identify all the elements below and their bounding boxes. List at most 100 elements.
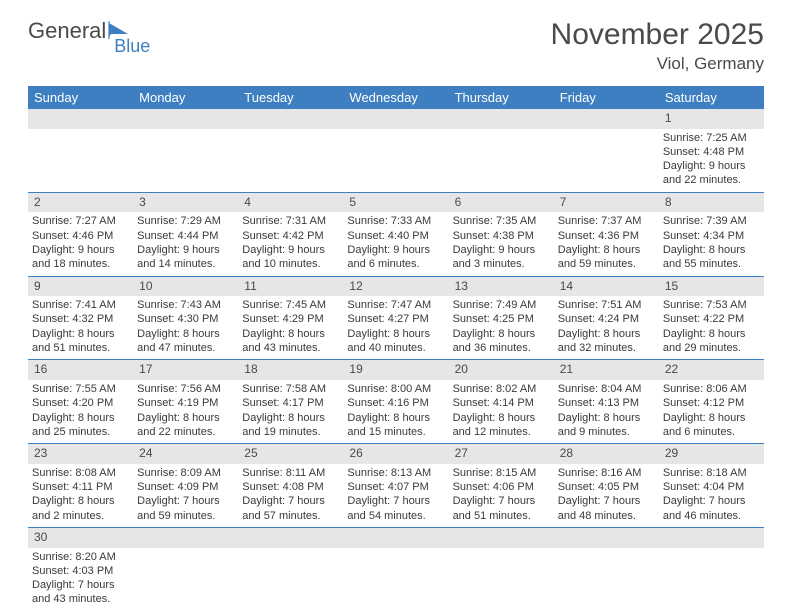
sunset-text: Sunset: 4:40 PM (347, 229, 444, 243)
sunrise-text: Sunrise: 8:09 AM (137, 466, 234, 480)
daylight-text-1: Daylight: 8 hours (558, 327, 655, 341)
day-cell: Sunrise: 7:29 AMSunset: 4:44 PMDaylight:… (133, 212, 238, 276)
daynum-row: 23242526272829 (28, 444, 764, 464)
day-number: 29 (659, 444, 764, 464)
sunset-text: Sunset: 4:44 PM (137, 229, 234, 243)
sunrise-text: Sunrise: 7:53 AM (663, 298, 760, 312)
sunset-text: Sunset: 4:08 PM (242, 480, 339, 494)
daylight-text-1: Daylight: 8 hours (453, 327, 550, 341)
sunrise-text: Sunrise: 8:02 AM (453, 382, 550, 396)
logo: General Blue (28, 18, 150, 57)
daylight-text-2: and 10 minutes. (242, 257, 339, 271)
sunrise-text: Sunrise: 7:41 AM (32, 298, 129, 312)
sunset-text: Sunset: 4:11 PM (32, 480, 129, 494)
day-number: 12 (343, 276, 448, 296)
day-number: 16 (28, 360, 133, 380)
daylight-text-2: and 2 minutes. (32, 509, 129, 523)
day-cell (238, 548, 343, 611)
day-cell: Sunrise: 8:15 AMSunset: 4:06 PMDaylight:… (449, 464, 554, 528)
day-cell: Sunrise: 8:18 AMSunset: 4:04 PMDaylight:… (659, 464, 764, 528)
sunrise-text: Sunrise: 7:51 AM (558, 298, 655, 312)
day-number (238, 109, 343, 129)
day-cell (659, 548, 764, 611)
daylight-text-1: Daylight: 8 hours (32, 411, 129, 425)
sunrise-text: Sunrise: 8:20 AM (32, 550, 129, 564)
day-cell: Sunrise: 8:16 AMSunset: 4:05 PMDaylight:… (554, 464, 659, 528)
page-header: General Blue November 2025 Viol, Germany (28, 18, 764, 74)
daylight-text-1: Daylight: 9 hours (347, 243, 444, 257)
daylight-text-2: and 36 minutes. (453, 341, 550, 355)
day-number: 3 (133, 192, 238, 212)
day-cell (133, 129, 238, 193)
sunrise-text: Sunrise: 7:29 AM (137, 214, 234, 228)
day-cell: Sunrise: 8:13 AMSunset: 4:07 PMDaylight:… (343, 464, 448, 528)
logo-text-1: General (28, 18, 106, 44)
day-number: 2 (28, 192, 133, 212)
logo-text-2: Blue (114, 36, 150, 57)
day-cell: Sunrise: 8:02 AMSunset: 4:14 PMDaylight:… (449, 380, 554, 444)
day-cell: Sunrise: 7:27 AMSunset: 4:46 PMDaylight:… (28, 212, 133, 276)
sunrise-text: Sunrise: 7:27 AM (32, 214, 129, 228)
sunrise-text: Sunrise: 8:16 AM (558, 466, 655, 480)
day-number: 25 (238, 444, 343, 464)
sunset-text: Sunset: 4:32 PM (32, 312, 129, 326)
day-number: 20 (449, 360, 554, 380)
col-tuesday: Tuesday (238, 86, 343, 109)
daylight-text-2: and 6 minutes. (663, 425, 760, 439)
daylight-text-1: Daylight: 7 hours (137, 494, 234, 508)
sunrise-text: Sunrise: 7:55 AM (32, 382, 129, 396)
sunrise-text: Sunrise: 7:25 AM (663, 131, 760, 145)
sunset-text: Sunset: 4:17 PM (242, 396, 339, 410)
day-cell: Sunrise: 7:31 AMSunset: 4:42 PMDaylight:… (238, 212, 343, 276)
daylight-text-1: Daylight: 9 hours (137, 243, 234, 257)
daylight-text-2: and 59 minutes. (137, 509, 234, 523)
sunset-text: Sunset: 4:06 PM (453, 480, 550, 494)
sunset-text: Sunset: 4:03 PM (32, 564, 129, 578)
sunset-text: Sunset: 4:38 PM (453, 229, 550, 243)
daylight-text-1: Daylight: 8 hours (347, 411, 444, 425)
sunrise-text: Sunrise: 7:49 AM (453, 298, 550, 312)
daylight-text-2: and 19 minutes. (242, 425, 339, 439)
sunset-text: Sunset: 4:16 PM (347, 396, 444, 410)
sunset-text: Sunset: 4:48 PM (663, 145, 760, 159)
sunrise-text: Sunrise: 7:37 AM (558, 214, 655, 228)
sunset-text: Sunset: 4:19 PM (137, 396, 234, 410)
data-row: Sunrise: 7:27 AMSunset: 4:46 PM Daylight:… (28, 212, 764, 276)
day-number: 23 (28, 444, 133, 464)
data-row: Sunrise: 7:55 AMSunset: 4:20 PMDaylight:… (28, 380, 764, 444)
daylight-text-2: and 15 minutes. (347, 425, 444, 439)
daylight-text-1: Daylight: 7 hours (453, 494, 550, 508)
daylight-text-1: Daylight: 8 hours (137, 411, 234, 425)
daylight-text-1: Daylight: 9 hours (242, 243, 339, 257)
data-row: Sunrise: 8:20 AMSunset: 4:03 PMDaylight:… (28, 548, 764, 611)
sunset-text: Sunset: 4:20 PM (32, 396, 129, 410)
day-number: 4 (238, 192, 343, 212)
daylight-text-2: and 46 minutes. (663, 509, 760, 523)
daylight-text-1: Daylight: 8 hours (558, 243, 655, 257)
daylight-text-1: Daylight: 8 hours (32, 494, 129, 508)
day-cell (449, 548, 554, 611)
sunrise-text: Sunrise: 7:43 AM (137, 298, 234, 312)
daylight-text-2: and 14 minutes. (137, 257, 234, 271)
location: Viol, Germany (551, 54, 764, 74)
day-number (449, 527, 554, 547)
daylight-text-2: and 29 minutes. (663, 341, 760, 355)
daylight-text-2: and 51 minutes. (32, 341, 129, 355)
sunrise-text: Sunrise: 7:33 AM (347, 214, 444, 228)
sunset-text: Sunset: 4:46 PM (32, 229, 129, 243)
sunset-text: Sunset: 4:24 PM (558, 312, 655, 326)
daylight-text-1: Daylight: 7 hours (242, 494, 339, 508)
sunset-text: Sunset: 4:42 PM (242, 229, 339, 243)
sunrise-text: Sunrise: 8:04 AM (558, 382, 655, 396)
day-number: 24 (133, 444, 238, 464)
day-number: 8 (659, 192, 764, 212)
sunset-text: Sunset: 4:22 PM (663, 312, 760, 326)
day-cell: Sunrise: 7:35 AMSunset: 4:38 PMDaylight:… (449, 212, 554, 276)
col-sunday: Sunday (28, 86, 133, 109)
day-number (238, 527, 343, 547)
sunrise-text: Sunrise: 8:11 AM (242, 466, 339, 480)
daylight-text-1: Daylight: 8 hours (347, 327, 444, 341)
title-block: November 2025 Viol, Germany (551, 18, 764, 74)
sunrise-text: Sunrise: 7:58 AM (242, 382, 339, 396)
daylight-text-2: and 55 minutes. (663, 257, 760, 271)
